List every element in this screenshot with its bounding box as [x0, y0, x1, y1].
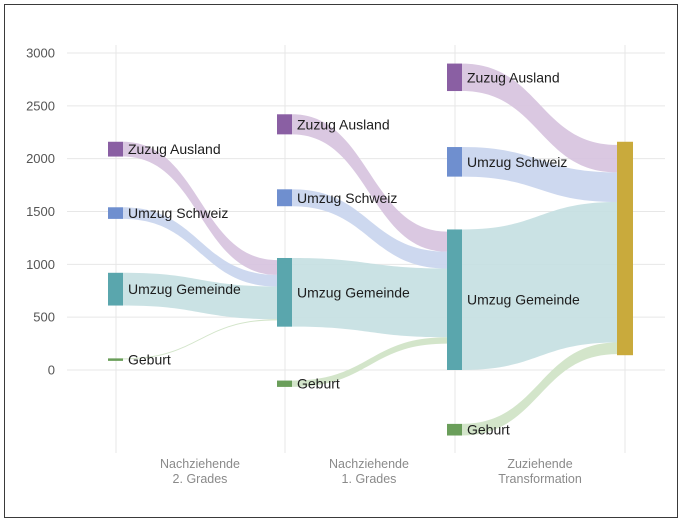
node-label: Geburt	[128, 352, 171, 368]
flow-schweiz	[462, 147, 617, 202]
flow-geburt	[292, 337, 447, 387]
y-tick-label: 2500	[26, 98, 55, 113]
node-gemeinde	[277, 257, 292, 327]
flow-geburt	[123, 319, 277, 360]
node-schweiz	[108, 207, 123, 219]
column-label-line1: Nachziehende	[160, 457, 240, 471]
node-geburt	[277, 380, 292, 387]
node-label: Umzug Gemeinde	[467, 292, 580, 308]
node-gemeinde	[447, 229, 462, 370]
y-axis: 0 500 1000 1500 2000 2500 3000	[26, 46, 55, 378]
node-label: Umzug Schweiz	[128, 205, 228, 221]
flow-geburt	[462, 342, 617, 436]
flow-schweiz	[292, 189, 447, 269]
node-ausland	[277, 114, 292, 135]
node-gemeinde	[108, 272, 123, 306]
column-label-line2: 2. Grades	[173, 472, 228, 486]
flow-ausland	[123, 141, 277, 275]
column-label-line1: Nachziehende	[329, 457, 409, 471]
flow-gemeinde	[462, 201, 617, 370]
node-ausland	[447, 63, 462, 92]
chart-frame: 0 500 1000 1500 2000 2500 3000 Zuzug Ausland Um…	[4, 4, 678, 518]
node-label: Geburt	[297, 376, 340, 392]
flow-gemeinde	[292, 257, 447, 338]
node-label: Geburt	[467, 422, 510, 438]
node-label: Umzug Gemeinde	[297, 284, 410, 300]
y-tick-label: 3000	[26, 46, 55, 61]
y-tick-label: 2000	[26, 151, 55, 166]
y-tick-label: 1000	[26, 257, 55, 272]
y-tick-label: 0	[48, 363, 55, 378]
node-geburt	[447, 423, 462, 436]
node-schweiz	[447, 147, 462, 177]
node-label: Zuzug Ausland	[467, 69, 560, 85]
column-label-line2: Transformation	[498, 472, 582, 486]
flow-ausland	[292, 114, 447, 252]
flow-gemeinde	[123, 272, 277, 320]
column-label-line1: Zuziehende	[507, 457, 572, 471]
node-label: Umzug Schweiz	[297, 190, 397, 206]
node-schweiz	[277, 189, 292, 207]
label-layer: Zuzug Ausland Umzug Schweiz Umzug Gemeinde…	[128, 69, 580, 437]
node-geburt	[108, 358, 123, 361]
node-layer	[108, 63, 633, 436]
grid-layer	[67, 45, 665, 453]
node-label: Umzug Gemeinde	[128, 281, 241, 297]
flow-schweiz	[123, 207, 277, 287]
flow-layer	[123, 63, 617, 436]
node-ausland	[108, 141, 123, 157]
sankey-chart: 0 500 1000 1500 2000 2500 3000 Zuzug Ausland Um…	[26, 45, 665, 486]
flow-ausland	[462, 63, 617, 173]
node-label: Umzug Schweiz	[467, 154, 567, 170]
y-tick-label: 500	[33, 310, 55, 325]
node-label: Zuzug Ausland	[128, 141, 221, 157]
node-total	[617, 141, 633, 356]
y-tick-label: 1500	[26, 204, 55, 219]
node-label: Zuzug Ausland	[297, 116, 390, 132]
column-label-line2: 1. Grades	[342, 472, 397, 486]
